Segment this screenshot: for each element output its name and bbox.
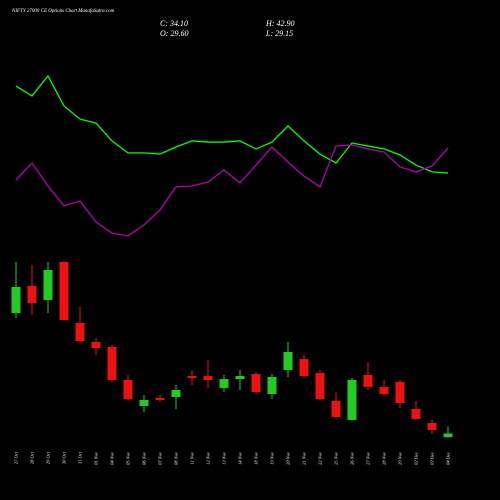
x-tick-label: 07 Nov bbox=[158, 452, 163, 465]
x-tick-label: 08 Nov bbox=[174, 452, 179, 465]
indicator-line bbox=[15, 74, 449, 174]
x-tick-label: 11 Nov bbox=[190, 452, 195, 465]
x-tick-label: 13 Nov bbox=[222, 452, 227, 465]
x-tick-label: 21 Nov bbox=[302, 452, 307, 465]
x-tick-label: 06 Nov bbox=[142, 452, 147, 465]
x-tick-label: 29 Oct bbox=[46, 451, 51, 464]
x-tick-label: 29 Nov bbox=[398, 452, 403, 465]
candle-body bbox=[267, 376, 277, 394]
ohlc-label: C: 34.10 bbox=[160, 19, 188, 28]
x-tick-label: 03 Dec bbox=[430, 452, 435, 465]
candle-body bbox=[299, 359, 309, 377]
candle-body bbox=[235, 376, 245, 380]
x-tick-label: 14 Nov bbox=[238, 452, 243, 465]
candle-body bbox=[91, 341, 101, 348]
x-tick-label: 20 Nov bbox=[286, 452, 291, 465]
ohlc-label: L: 29.15 bbox=[265, 29, 293, 38]
candle-body bbox=[123, 380, 133, 400]
x-tick-label: 19 Nov bbox=[270, 452, 275, 465]
x-tick-label: 28 Oct bbox=[30, 451, 35, 464]
candle-body bbox=[139, 399, 149, 406]
candle-body bbox=[171, 389, 181, 397]
x-tick-label: 27 Nov bbox=[366, 452, 371, 465]
candle-body bbox=[251, 373, 261, 393]
candle-body bbox=[75, 322, 85, 341]
candle-body bbox=[395, 382, 405, 403]
candle-body bbox=[443, 433, 453, 438]
x-tick-label: 30 Oct bbox=[62, 451, 67, 464]
x-tick-label: 01 Nov bbox=[94, 452, 99, 465]
x-tick-label: 12 Nov bbox=[206, 452, 211, 465]
candle-body bbox=[347, 380, 357, 420]
candle-body bbox=[187, 376, 197, 378]
candle-body bbox=[11, 286, 21, 313]
candle-body bbox=[411, 409, 421, 419]
x-tick-label: 04 Dec bbox=[446, 452, 451, 465]
indicator-line bbox=[15, 144, 449, 237]
x-tick-label: 25 Nov bbox=[334, 452, 339, 465]
chart-title: NIFTY 27000 CE Options Chart MunafaSutra… bbox=[11, 9, 115, 14]
x-tick-label: 05 Nov bbox=[126, 452, 131, 465]
candle-body bbox=[203, 376, 213, 380]
x-tick-label: 31 Oct bbox=[78, 451, 83, 464]
x-tick-label: 26 Nov bbox=[350, 452, 355, 465]
candle-body bbox=[219, 379, 229, 388]
ohlc-label: H: 42.90 bbox=[265, 19, 294, 28]
candle-body bbox=[283, 351, 293, 371]
x-tick-label: 04 Nov bbox=[110, 452, 115, 465]
candle-body bbox=[315, 373, 325, 400]
x-tick-label: 27 Oct bbox=[14, 451, 19, 464]
x-tick-label: 28 Nov bbox=[382, 452, 387, 465]
candle-body bbox=[379, 386, 389, 394]
x-tick-label: 02 Dec bbox=[414, 452, 419, 465]
ohlc-label: O: 29.60 bbox=[160, 29, 188, 38]
candle-body bbox=[363, 374, 373, 387]
x-tick-label: 18 Nov bbox=[254, 452, 259, 465]
candle-body bbox=[43, 269, 53, 300]
candle-body bbox=[107, 347, 117, 380]
candle-body bbox=[155, 398, 165, 400]
candle-body bbox=[331, 400, 341, 417]
candle-body bbox=[59, 262, 69, 321]
x-tick-label: 22 Nov bbox=[318, 452, 323, 465]
candle-body bbox=[27, 285, 37, 303]
candle-body bbox=[427, 422, 437, 430]
